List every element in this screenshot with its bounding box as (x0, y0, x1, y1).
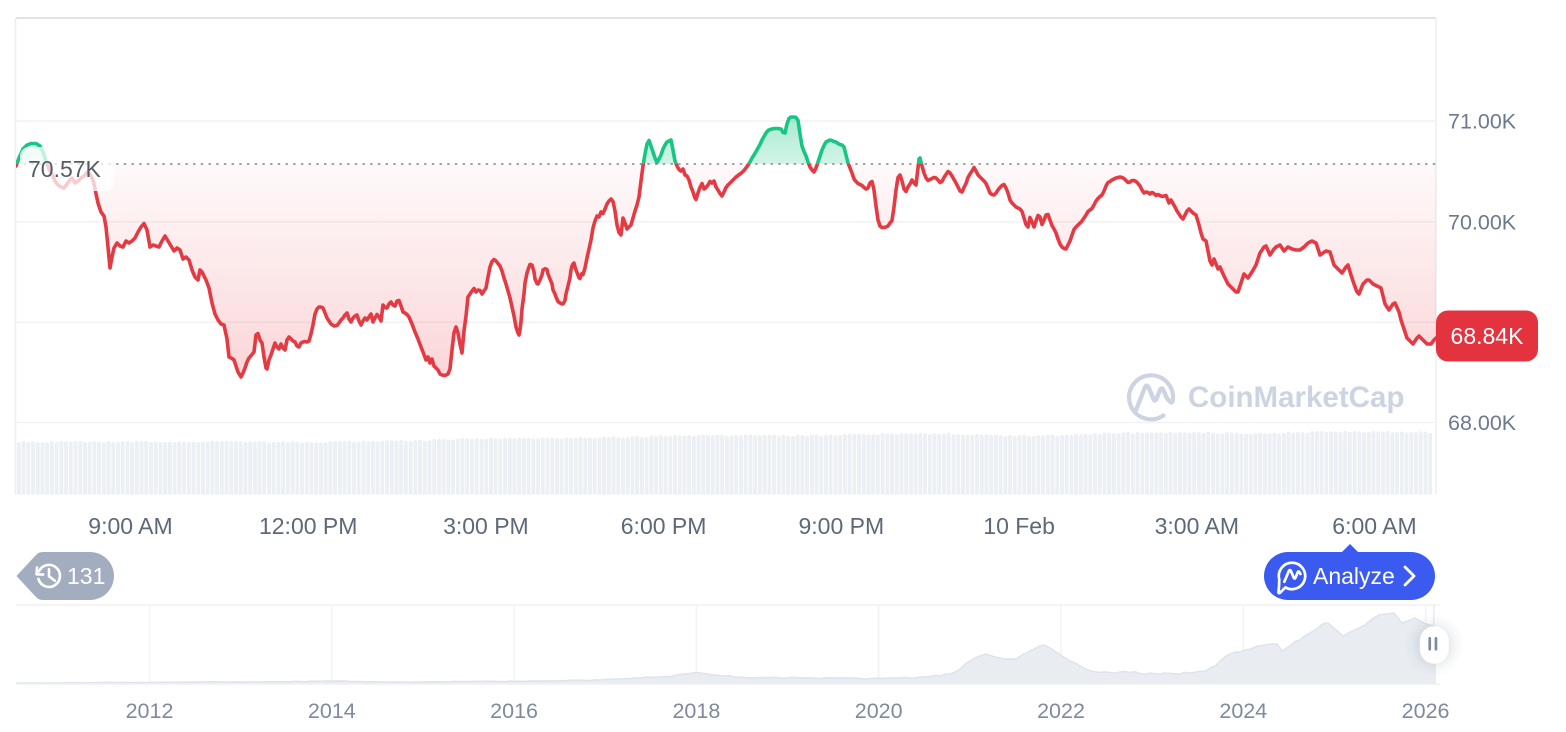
svg-text:CoinMarketCap: CoinMarketCap (1188, 381, 1404, 414)
svg-text:2012: 2012 (126, 699, 174, 723)
svg-text:68.00K: 68.00K (1448, 411, 1517, 435)
svg-text:2018: 2018 (672, 699, 720, 723)
svg-text:2024: 2024 (1219, 699, 1267, 723)
svg-text:71.00K: 71.00K (1448, 110, 1517, 134)
svg-text:68.84K: 68.84K (1451, 323, 1525, 349)
svg-text:9:00 PM: 9:00 PM (798, 513, 884, 539)
svg-text:70.57K: 70.57K (28, 156, 102, 182)
svg-text:2022: 2022 (1037, 699, 1085, 723)
svg-text:10 Feb: 10 Feb (983, 513, 1055, 539)
svg-text:2026: 2026 (1402, 699, 1450, 723)
svg-text:3:00 PM: 3:00 PM (443, 513, 529, 539)
svg-text:131: 131 (67, 563, 105, 589)
svg-text:2016: 2016 (490, 699, 538, 723)
svg-text:9:00 AM: 9:00 AM (88, 513, 172, 539)
svg-text:2020: 2020 (855, 699, 903, 723)
svg-text:6:00 AM: 6:00 AM (1332, 513, 1416, 539)
svg-text:2014: 2014 (308, 699, 356, 723)
svg-text:70.00K: 70.00K (1448, 210, 1517, 234)
svg-text:3:00 AM: 3:00 AM (1155, 513, 1239, 539)
svg-text:Analyze: Analyze (1313, 563, 1395, 589)
svg-text:6:00 PM: 6:00 PM (621, 513, 707, 539)
svg-text:12:00 PM: 12:00 PM (259, 513, 357, 539)
